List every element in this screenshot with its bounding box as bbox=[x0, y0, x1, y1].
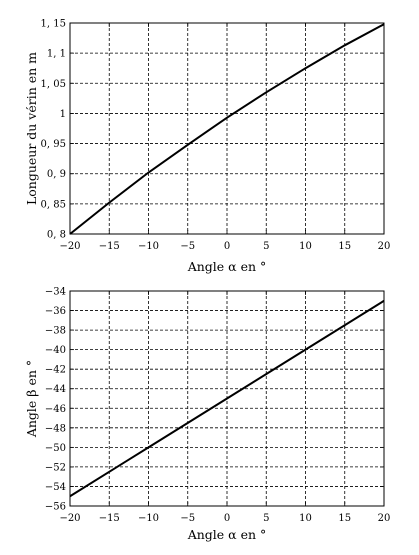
x-tick-label: 20 bbox=[378, 241, 391, 252]
y-tick-label: −42 bbox=[45, 365, 66, 376]
y-tick-label: 1 bbox=[60, 109, 66, 120]
y-tick-label: −56 bbox=[45, 502, 66, 513]
y-tick-label: 0, 85 bbox=[41, 199, 66, 210]
y-tick-label: −54 bbox=[45, 482, 66, 493]
x-tick-label: −15 bbox=[99, 241, 120, 252]
x-tick-label: 10 bbox=[299, 513, 312, 524]
y-tick-label: −48 bbox=[45, 423, 66, 434]
y-tick-label: −40 bbox=[45, 345, 66, 356]
x-axis-label: Angle α en ° bbox=[187, 527, 267, 542]
x-tick-label: 15 bbox=[338, 513, 351, 524]
y-tick-label: 0, 95 bbox=[41, 139, 66, 150]
x-tick-label: −20 bbox=[59, 513, 80, 524]
y-tick-label: 0, 8 bbox=[47, 230, 66, 241]
x-tick-label: 5 bbox=[263, 241, 269, 252]
x-tick-label: 15 bbox=[338, 241, 351, 252]
beta-line bbox=[69, 299, 385, 498]
y-tick-label: 1, 05 bbox=[41, 79, 66, 90]
x-tick-label: −15 bbox=[99, 513, 120, 524]
y-tick-label: 0, 9 bbox=[47, 169, 66, 180]
x-tick-label: 10 bbox=[299, 241, 312, 252]
y-tick-label: −44 bbox=[45, 384, 66, 395]
y-tick-label: 1, 1 bbox=[47, 49, 66, 60]
chart-beta-vs-alpha: −20 −15 −10 −5 0 5 10 15 20 −56−54−52−50−48−46−4… bbox=[24, 287, 390, 543]
y-tick-label: −46 bbox=[45, 404, 66, 415]
y-tick-label: −52 bbox=[45, 462, 66, 473]
y-tick-label: −34 bbox=[45, 287, 66, 298]
x-tick-label: −10 bbox=[138, 241, 159, 252]
x-tick-label: −10 bbox=[138, 513, 159, 524]
y-tick-label: −36 bbox=[45, 306, 66, 317]
x-tick-label: −5 bbox=[180, 513, 195, 524]
x-tick-label: 0 bbox=[224, 241, 230, 252]
x-axis-label: Angle α en ° bbox=[187, 259, 267, 274]
y-axis-label: Longueur du vérin en m bbox=[24, 52, 39, 205]
x-tick-label: 0 bbox=[224, 513, 230, 524]
chart-length-vs-alpha: −20 −15 −10 −5 0 5 10 15 20 0, 8 0, 85 0, 9 0, 95 1 1… bbox=[24, 19, 390, 275]
y-tick-label: −50 bbox=[45, 443, 66, 454]
x-tick-label: −20 bbox=[59, 241, 80, 252]
y-axis-label: Angle β en ° bbox=[24, 360, 39, 438]
length-curve bbox=[69, 23, 385, 235]
x-tick-label: 5 bbox=[263, 513, 269, 524]
x-tick-label: −5 bbox=[180, 241, 195, 252]
y-tick-label: 1, 15 bbox=[41, 19, 66, 30]
x-tick-label: 20 bbox=[378, 513, 391, 524]
y-tick-label: −38 bbox=[45, 326, 66, 337]
